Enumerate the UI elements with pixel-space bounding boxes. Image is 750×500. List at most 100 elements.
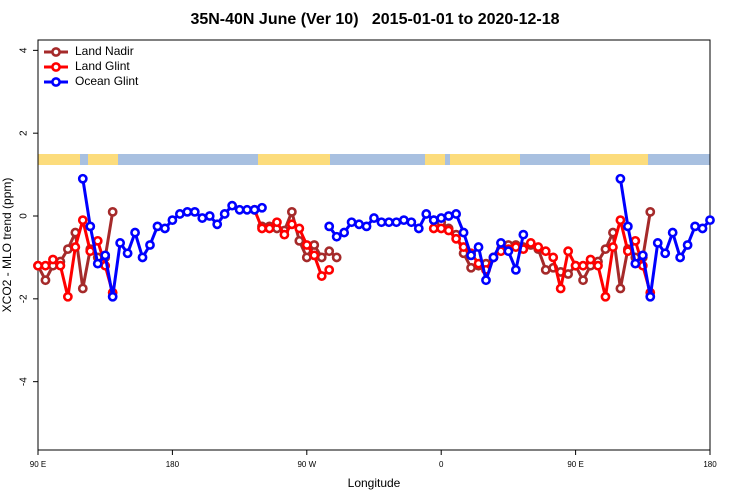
data-point xyxy=(152,221,163,232)
data-point xyxy=(212,219,223,230)
data-point xyxy=(705,215,715,226)
land-mask-strip xyxy=(38,154,710,165)
data-point xyxy=(324,221,335,232)
data-point xyxy=(697,223,708,234)
data-point xyxy=(257,223,267,234)
data-point xyxy=(107,206,118,217)
data-point xyxy=(145,240,155,250)
x-tick-label: 180 xyxy=(703,460,717,469)
data-point xyxy=(428,223,439,234)
data-point xyxy=(496,238,506,248)
data-point xyxy=(331,252,342,263)
data-point xyxy=(346,217,357,228)
data-point xyxy=(369,213,379,223)
y-axis-label: XCO2 - MLO trend (ppm) xyxy=(0,178,14,313)
data-point xyxy=(451,209,462,219)
data-point xyxy=(630,235,641,246)
data-point xyxy=(48,254,58,265)
data-point xyxy=(339,227,350,238)
data-point xyxy=(40,275,51,286)
data-point xyxy=(92,258,103,269)
data-point xyxy=(122,248,133,259)
data-point xyxy=(667,227,678,238)
data-point xyxy=(391,217,402,228)
data-point xyxy=(219,209,230,219)
data-point xyxy=(77,173,88,184)
data-point xyxy=(77,215,88,226)
data-point xyxy=(85,221,96,232)
y-tick-label: -4 xyxy=(19,377,30,386)
data-point xyxy=(130,227,140,238)
data-point xyxy=(466,250,476,261)
data-point xyxy=(40,260,51,271)
data-point xyxy=(615,173,626,184)
data-point xyxy=(518,229,529,240)
data-point xyxy=(660,248,671,259)
data-point xyxy=(92,235,103,246)
data-point xyxy=(249,204,260,215)
data-point xyxy=(637,250,648,261)
x-tick-label: 180 xyxy=(166,460,180,469)
legend-marker xyxy=(51,77,61,87)
data-point xyxy=(608,242,618,252)
data-point xyxy=(443,211,454,221)
data-point xyxy=(189,206,200,217)
data-point xyxy=(85,246,96,257)
data-point xyxy=(264,223,275,234)
data-point xyxy=(585,254,596,265)
data-point xyxy=(622,246,633,257)
data-point xyxy=(279,229,290,240)
data-point xyxy=(563,246,574,257)
data-point xyxy=(272,217,282,228)
data-point xyxy=(115,238,126,248)
data-point xyxy=(540,246,551,257)
data-point xyxy=(406,217,417,228)
data-point xyxy=(630,258,641,269)
data-point xyxy=(70,242,81,252)
data-point xyxy=(227,200,238,211)
data-point xyxy=(234,204,245,215)
data-point xyxy=(413,223,424,234)
data-point xyxy=(428,215,439,226)
data-point xyxy=(600,291,611,302)
data-point xyxy=(354,219,364,230)
data-point xyxy=(55,260,66,271)
data-point xyxy=(301,240,312,250)
data-point xyxy=(458,227,469,238)
data-point xyxy=(376,217,387,228)
data-point xyxy=(301,252,312,263)
y-tick-label: 4 xyxy=(19,47,30,53)
data-point xyxy=(182,206,193,217)
data-point xyxy=(510,264,521,275)
data-point xyxy=(593,260,603,271)
data-point xyxy=(645,206,656,217)
data-point xyxy=(645,291,656,302)
x-tick-label: 90 W xyxy=(297,460,316,469)
data-point xyxy=(570,260,581,271)
legend-label: Land Nadir xyxy=(75,44,134,58)
data-point xyxy=(682,240,693,250)
data-point xyxy=(294,235,305,246)
data-point xyxy=(286,219,297,230)
data-point xyxy=(555,283,566,294)
y-tick-label: 0 xyxy=(19,213,30,219)
data-point xyxy=(615,283,626,294)
x-tick-label: 90 E xyxy=(30,460,46,469)
data-point xyxy=(324,246,335,257)
data-point xyxy=(174,209,185,219)
data-point xyxy=(160,223,170,234)
data-point xyxy=(257,202,267,213)
plot-frame xyxy=(37,39,711,451)
data-point xyxy=(242,204,252,215)
data-point xyxy=(510,242,521,252)
y-tick-label: -2 xyxy=(19,294,30,303)
data-point xyxy=(137,252,148,263)
x-tick-label: 90 E xyxy=(567,460,583,469)
data-point xyxy=(398,215,409,226)
data-point xyxy=(481,275,491,286)
data-point xyxy=(540,264,551,275)
data-point xyxy=(533,242,544,252)
data-point xyxy=(600,244,611,255)
data-point xyxy=(309,240,320,250)
